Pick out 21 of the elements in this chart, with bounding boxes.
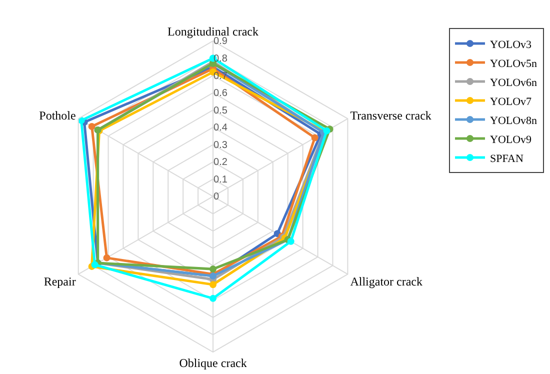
legend-label: YOLOv7	[490, 96, 532, 108]
spoke-label: Longitudinal crack	[168, 24, 259, 39]
y-tick-label: 0.2	[214, 157, 228, 168]
spoke-label: Alligator crack	[350, 274, 423, 288]
y-tick-label: 0.6	[214, 88, 228, 100]
legend-label: YOLOv9	[490, 134, 532, 146]
y-tick-label: 0	[214, 192, 220, 203]
y-tick-label: 0.4	[214, 122, 228, 134]
legend-label: YOLOv6n	[490, 76, 538, 89]
spoke-label: Oblique crack	[179, 356, 247, 370]
legend-label: YOLOv8n	[490, 114, 538, 127]
legend-label: YOLOv3	[490, 38, 532, 51]
y-tick-label: 0.3	[214, 140, 228, 151]
y-tick-label: 0.9	[214, 36, 228, 48]
legend-label: SPFAN	[490, 152, 524, 165]
spoke-label: Transverse crack	[350, 108, 432, 123]
legend-label: YOLOv5n	[490, 58, 538, 70]
y-tick-label: 0.5	[214, 105, 228, 116]
spoke-label: Pothole	[39, 108, 76, 123]
y-tick-label: 0.1	[214, 174, 228, 186]
spoke-label: Repair	[44, 274, 76, 288]
